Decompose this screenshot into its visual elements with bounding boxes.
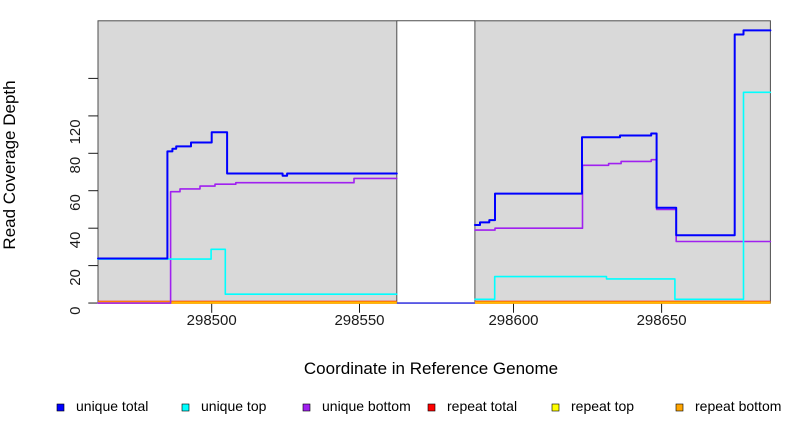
svg-text:unique top: unique top bbox=[201, 398, 267, 414]
svg-text:unique bottom: unique bottom bbox=[322, 398, 411, 414]
svg-text:40: 40 bbox=[67, 232, 84, 249]
svg-text:120: 120 bbox=[67, 119, 84, 144]
svg-text:repeat top: repeat top bbox=[571, 398, 634, 414]
svg-text:60: 60 bbox=[67, 194, 84, 211]
svg-text:80: 80 bbox=[67, 157, 84, 174]
svg-text:298650: 298650 bbox=[637, 312, 687, 329]
svg-text:298550: 298550 bbox=[334, 312, 384, 329]
svg-text:Read Coverage Depth: Read Coverage Depth bbox=[0, 80, 19, 249]
svg-text:0: 0 bbox=[67, 307, 84, 315]
svg-text:repeat total: repeat total bbox=[447, 398, 517, 414]
svg-text:unique total: unique total bbox=[76, 398, 148, 414]
svg-text:Coordinate in Reference Genome: Coordinate in Reference Genome bbox=[304, 359, 558, 378]
svg-text:298600: 298600 bbox=[488, 312, 538, 329]
svg-text:298500: 298500 bbox=[187, 312, 237, 329]
svg-text:repeat bottom: repeat bottom bbox=[695, 398, 781, 414]
svg-text:20: 20 bbox=[67, 269, 84, 286]
